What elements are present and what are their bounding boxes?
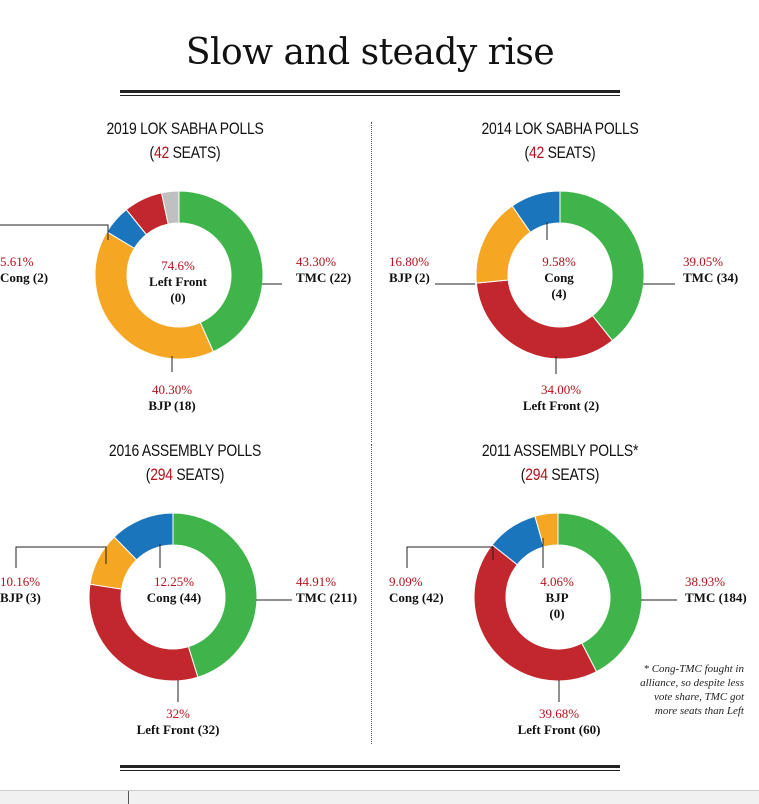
footnote: * Cong-TMC fought in alliance, so despit… [640, 663, 744, 717]
label-bottom: 34.00% Left Front (2) [522, 382, 600, 413]
chart-seats: (42 SEATS) [524, 143, 596, 162]
label-left: 16.80% BJP (2) [389, 254, 430, 285]
slice-tmc [559, 190, 645, 342]
status-bar-divider [128, 791, 129, 804]
donut-chart [475, 190, 645, 360]
chart-panel-2019-ls: 2019 LOK SABHA POLLS (42 SEATS) 5.61% Con… [0, 118, 370, 438]
leader-lines [406, 538, 677, 702]
label-left: 5.61% Cong (2) [0, 254, 49, 285]
slice-left-front [475, 279, 614, 360]
leader-lines [435, 222, 675, 374]
donut-chart [88, 512, 258, 682]
slice-others [160, 190, 180, 225]
label-bottom: 40.30% BJP (18) [148, 382, 196, 413]
label-left: 10.16% BJP (3) [0, 574, 41, 605]
page-title: Slow and steady rise [185, 32, 555, 73]
divider-top [371, 122, 372, 442]
slice-cong [511, 190, 561, 233]
label-right: 39.05% TMC (34) [683, 254, 739, 285]
chart-seats: (294 SEATS) [520, 465, 600, 484]
slice-bjp [94, 231, 214, 360]
chart-title: 2019 LOK SABHA POLLS [106, 119, 264, 138]
divider-bottom [371, 444, 372, 744]
slice-cong [113, 512, 174, 561]
label-center: 4.06% BJP (0) [540, 574, 574, 621]
window-status-bar [0, 790, 759, 804]
label-left: 9.09% Cong (42) [389, 574, 444, 605]
bottom-rule-top [120, 765, 620, 768]
chart-seats: (294 SEATS) [145, 465, 225, 484]
slice-left-front [473, 544, 598, 682]
chart-panel-2014-ls: 2014 LOK SABHA POLLS (42 SEATS) 16.80% BJ… [375, 118, 745, 438]
chart-panel-2016-as: 2016 ASSEMBLY POLLS (294 SEATS) 10.16% BJ… [0, 440, 370, 760]
leader-lines [0, 224, 282, 372]
slice-tmc [557, 512, 643, 673]
label-center: 74.6% Left Front (0) [149, 258, 207, 305]
label-right: 44.91% TMC (211) [296, 574, 358, 605]
slice-left-front [88, 583, 199, 682]
chart-title: 2011 ASSEMBLY POLLS* [481, 441, 639, 460]
donut-chart [94, 190, 264, 360]
label-bottom: 32% Left Front (32) [136, 706, 220, 737]
donut-chart [473, 512, 643, 682]
slice-tmc [172, 512, 258, 678]
chart-seats: (42 SEATS) [149, 143, 221, 162]
label-bottom: 39.68% Left Front (60) [517, 706, 601, 737]
chart-title: 2014 LOK SABHA POLLS [481, 119, 639, 138]
label-right: 38.93% TMC (184) [685, 574, 747, 605]
leader-lines [15, 544, 292, 702]
bottom-rule-bottom [120, 770, 620, 771]
chart-panel-2011-as: 2011 ASSEMBLY POLLS* (294 SEATS) 9.09% Co… [375, 440, 747, 760]
chart-title: 2016 ASSEMBLY POLLS [108, 441, 262, 460]
title-rule-bottom [120, 95, 620, 96]
title-rule-top [120, 90, 620, 93]
slice-bjp [534, 512, 559, 548]
slice-tmc [178, 190, 264, 353]
label-center: 12.25% Cong (44) [146, 574, 202, 605]
label-center: 9.58% Cong (4) [542, 254, 576, 301]
label-right: 43.30% TMC (22) [296, 254, 352, 285]
